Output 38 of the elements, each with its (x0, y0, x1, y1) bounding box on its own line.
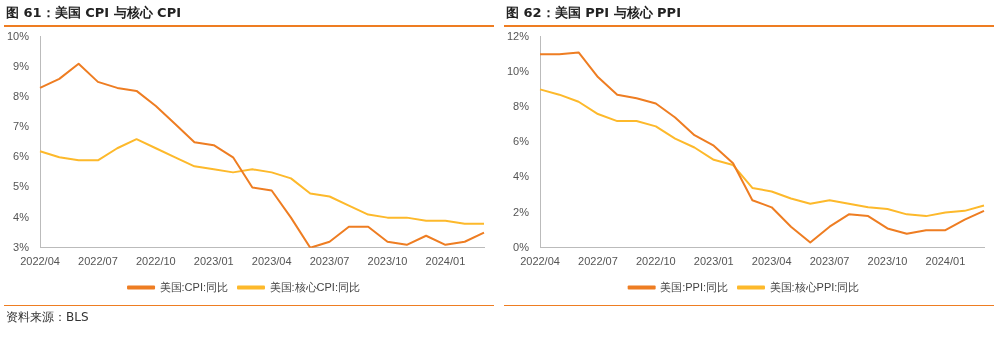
x-tick-label: 2022/07 (78, 255, 118, 268)
chart-title: 图 62：美国 PPI 与核心 PPI (504, 0, 994, 27)
x-tick-label: 2022/10 (635, 255, 676, 268)
x-tick-label: 2022/07 (578, 255, 618, 268)
legend-label: 美国:CPI:同比 (159, 280, 228, 293)
x-tick-label: 2023/07 (809, 255, 850, 268)
x-tick-label: 2023/07 (309, 255, 350, 268)
x-tick-label: 2022/04 (520, 255, 560, 268)
x-tick-label: 2023/01 (193, 255, 234, 268)
x-tick-label: 2023/10 (367, 255, 408, 268)
x-tick-label: 2023/04 (251, 255, 292, 268)
y-tick-label: 6% (513, 135, 530, 148)
y-tick-label: 5% (13, 180, 30, 193)
y-tick-label: 0% (513, 240, 530, 253)
y-tick-label: 8% (13, 89, 30, 102)
legend-label: 美国:核心PPI:同比 (769, 280, 860, 293)
x-tick-label: 2022/04 (20, 255, 60, 268)
y-tick-label: 4% (13, 210, 30, 223)
x-tick-label: 2024/01 (425, 255, 466, 268)
y-tick-label: 4% (513, 170, 530, 183)
x-tick-label: 2024/01 (925, 255, 966, 268)
y-tick-label: 3% (13, 240, 30, 253)
y-tick-label: 10% (6, 29, 30, 42)
legend-label: 美国:核心CPI:同比 (269, 280, 360, 293)
x-tick-label: 2023/04 (751, 255, 792, 268)
x-tick-label: 2023/10 (867, 255, 908, 268)
y-tick-label: 7% (13, 120, 30, 133)
x-tick-label: 2023/01 (693, 255, 734, 268)
y-tick-label: 12% (506, 29, 530, 42)
y-tick-label: 6% (13, 150, 30, 163)
y-tick-label: 10% (506, 64, 530, 77)
y-tick-label: 2% (513, 205, 530, 218)
legend-label: 美国:PPI:同比 (660, 280, 728, 293)
chart-title: 图 61：美国 CPI 与核心 CPI (4, 0, 494, 27)
text: 资料来源：BLS (4, 305, 494, 328)
x-tick-label: 2022/10 (135, 255, 176, 268)
y-tick-label: 8% (513, 100, 530, 113)
y-tick-label: 9% (13, 59, 30, 72)
